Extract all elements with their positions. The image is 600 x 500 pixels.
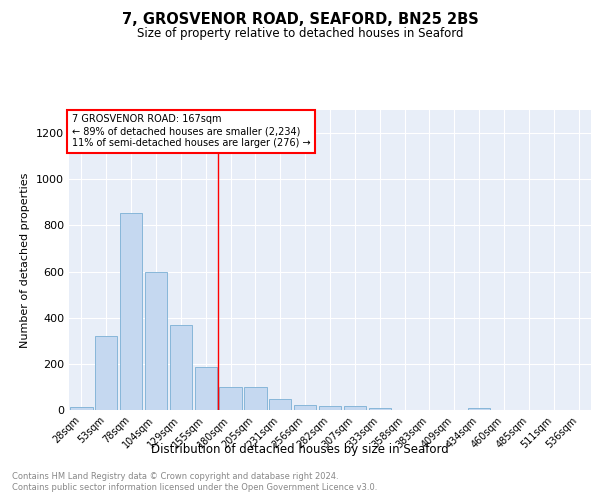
Text: 7, GROSVENOR ROAD, SEAFORD, BN25 2BS: 7, GROSVENOR ROAD, SEAFORD, BN25 2BS: [122, 12, 478, 28]
Bar: [269, 399, 292, 410]
Bar: [170, 324, 192, 410]
Bar: [368, 408, 391, 410]
Text: Contains HM Land Registry data © Crown copyright and database right 2024.: Contains HM Land Registry data © Crown c…: [12, 472, 338, 481]
Bar: [294, 405, 316, 410]
Bar: [220, 387, 242, 410]
Bar: [194, 368, 217, 410]
Bar: [120, 212, 142, 410]
Bar: [95, 336, 118, 410]
Bar: [344, 406, 366, 410]
Text: Contains public sector information licensed under the Open Government Licence v3: Contains public sector information licen…: [12, 484, 377, 492]
Text: Distribution of detached houses by size in Seaford: Distribution of detached houses by size …: [151, 442, 449, 456]
Text: 7 GROSVENOR ROAD: 167sqm
← 89% of detached houses are smaller (2,234)
11% of sem: 7 GROSVENOR ROAD: 167sqm ← 89% of detach…: [71, 114, 310, 148]
Y-axis label: Number of detached properties: Number of detached properties: [20, 172, 31, 348]
Text: Size of property relative to detached houses in Seaford: Size of property relative to detached ho…: [137, 28, 463, 40]
Bar: [145, 272, 167, 410]
Bar: [468, 408, 490, 410]
Bar: [319, 406, 341, 410]
Bar: [70, 406, 92, 410]
Bar: [244, 387, 266, 410]
